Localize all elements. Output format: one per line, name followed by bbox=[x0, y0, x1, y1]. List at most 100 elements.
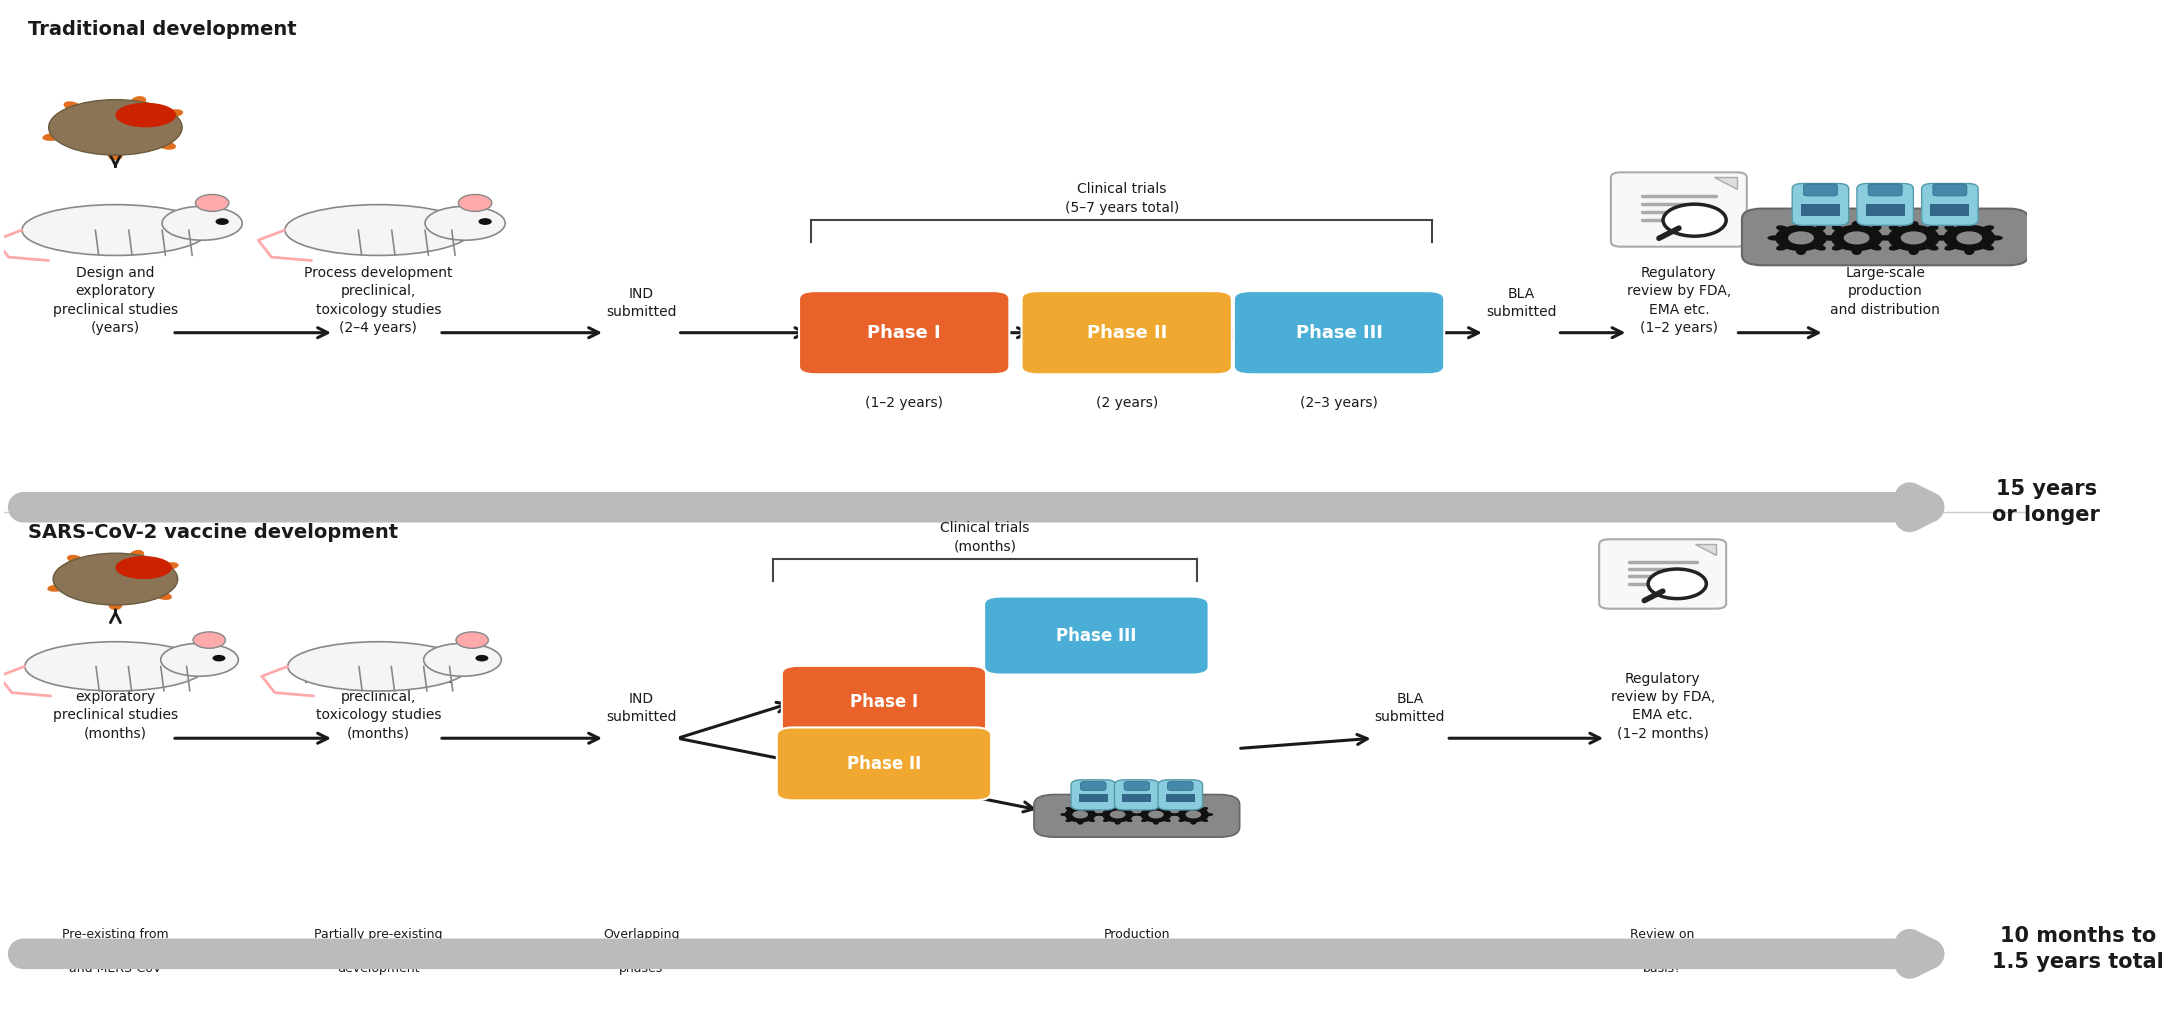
Polygon shape bbox=[1696, 544, 1715, 555]
Ellipse shape bbox=[1963, 247, 1974, 255]
Ellipse shape bbox=[1963, 220, 1974, 229]
Text: Phase III: Phase III bbox=[1057, 626, 1137, 645]
FancyBboxPatch shape bbox=[1022, 291, 1233, 375]
Ellipse shape bbox=[1124, 807, 1133, 810]
Ellipse shape bbox=[161, 644, 239, 676]
Ellipse shape bbox=[22, 205, 209, 256]
Ellipse shape bbox=[1813, 244, 1826, 250]
Ellipse shape bbox=[1102, 807, 1111, 810]
Ellipse shape bbox=[1178, 819, 1187, 822]
Circle shape bbox=[1844, 232, 1870, 244]
Ellipse shape bbox=[48, 99, 183, 155]
Ellipse shape bbox=[1200, 807, 1209, 810]
Text: Production
(at risk): Production (at risk) bbox=[1104, 928, 1170, 958]
Text: 10 months to
1.5 years total: 10 months to 1.5 years total bbox=[1991, 925, 2163, 972]
FancyBboxPatch shape bbox=[1857, 183, 1913, 226]
Ellipse shape bbox=[1087, 819, 1096, 822]
Ellipse shape bbox=[1191, 804, 1196, 808]
Ellipse shape bbox=[67, 555, 85, 564]
Text: Clinical trials
(months): Clinical trials (months) bbox=[941, 521, 1030, 554]
Ellipse shape bbox=[161, 562, 178, 570]
Circle shape bbox=[1900, 232, 1926, 244]
Ellipse shape bbox=[115, 556, 172, 580]
Ellipse shape bbox=[1852, 220, 1861, 229]
Ellipse shape bbox=[1098, 812, 1107, 816]
Ellipse shape bbox=[130, 96, 146, 107]
Text: Review on
a rolling
basis?: Review on a rolling basis? bbox=[1630, 928, 1696, 975]
Ellipse shape bbox=[1909, 220, 1920, 229]
Ellipse shape bbox=[1065, 807, 1074, 810]
Circle shape bbox=[478, 218, 491, 225]
Ellipse shape bbox=[1776, 226, 1789, 232]
FancyBboxPatch shape bbox=[1933, 184, 1967, 196]
Text: (1–2 years): (1–2 years) bbox=[865, 396, 944, 410]
FancyBboxPatch shape bbox=[985, 596, 1209, 675]
Text: Process development
preclinical,
toxicology studies
(2–4 years): Process development preclinical, toxicol… bbox=[304, 266, 452, 335]
Circle shape bbox=[1065, 806, 1096, 823]
Ellipse shape bbox=[1163, 807, 1172, 810]
Text: 15 years
or longer: 15 years or longer bbox=[1991, 479, 2100, 526]
Circle shape bbox=[1957, 232, 1983, 244]
FancyBboxPatch shape bbox=[1931, 204, 1970, 215]
Text: Phase I: Phase I bbox=[850, 693, 917, 711]
Ellipse shape bbox=[1944, 226, 1957, 232]
Ellipse shape bbox=[48, 584, 67, 592]
FancyBboxPatch shape bbox=[1080, 781, 1107, 791]
FancyBboxPatch shape bbox=[1115, 779, 1159, 810]
Text: Phase III: Phase III bbox=[1296, 324, 1383, 342]
Ellipse shape bbox=[1944, 244, 1957, 250]
Ellipse shape bbox=[1874, 235, 1891, 240]
Ellipse shape bbox=[196, 195, 228, 211]
Circle shape bbox=[1776, 225, 1826, 252]
Ellipse shape bbox=[1191, 821, 1196, 825]
Text: Phase II: Phase II bbox=[1087, 324, 1167, 342]
FancyBboxPatch shape bbox=[1035, 795, 1239, 837]
Ellipse shape bbox=[1115, 804, 1122, 808]
Ellipse shape bbox=[63, 101, 80, 111]
Ellipse shape bbox=[1200, 819, 1209, 822]
FancyBboxPatch shape bbox=[776, 728, 991, 800]
Text: IND
submitted: IND submitted bbox=[607, 287, 676, 319]
Ellipse shape bbox=[457, 632, 489, 648]
Ellipse shape bbox=[1881, 235, 1896, 240]
Circle shape bbox=[1944, 225, 1996, 252]
Text: Overlapping
clinical
phases: Overlapping clinical phases bbox=[602, 928, 680, 975]
FancyBboxPatch shape bbox=[783, 666, 987, 739]
Ellipse shape bbox=[1926, 244, 1939, 250]
Circle shape bbox=[1185, 810, 1202, 819]
Ellipse shape bbox=[1867, 226, 1881, 232]
FancyBboxPatch shape bbox=[1235, 291, 1444, 375]
Ellipse shape bbox=[1926, 226, 1939, 232]
Ellipse shape bbox=[154, 591, 172, 600]
Text: BLA
submitted: BLA submitted bbox=[1374, 692, 1446, 724]
Ellipse shape bbox=[157, 141, 176, 150]
Text: SARS-CoV-2 vaccine development: SARS-CoV-2 vaccine development bbox=[28, 523, 398, 541]
Text: Regulatory
review by FDA,
EMA etc.
(1–2 months): Regulatory review by FDA, EMA etc. (1–2 … bbox=[1611, 672, 1715, 741]
Circle shape bbox=[1072, 810, 1089, 819]
FancyBboxPatch shape bbox=[1159, 779, 1202, 810]
Ellipse shape bbox=[1889, 244, 1902, 250]
Ellipse shape bbox=[1820, 235, 1835, 240]
Ellipse shape bbox=[1933, 235, 1948, 240]
Ellipse shape bbox=[1078, 821, 1083, 825]
FancyBboxPatch shape bbox=[1122, 794, 1152, 802]
Ellipse shape bbox=[41, 132, 63, 141]
Ellipse shape bbox=[1981, 244, 1994, 250]
Text: BLA
submitted: BLA submitted bbox=[1485, 287, 1557, 319]
Circle shape bbox=[1787, 232, 1813, 244]
FancyBboxPatch shape bbox=[1791, 183, 1848, 226]
Ellipse shape bbox=[1987, 235, 2002, 240]
Text: Clinical trials
(5–7 years total): Clinical trials (5–7 years total) bbox=[1065, 182, 1178, 214]
Circle shape bbox=[1663, 204, 1726, 236]
Ellipse shape bbox=[1935, 235, 1950, 240]
Ellipse shape bbox=[1178, 807, 1187, 810]
Ellipse shape bbox=[1137, 812, 1146, 816]
Ellipse shape bbox=[1909, 247, 1920, 255]
Ellipse shape bbox=[1852, 247, 1861, 255]
Text: Large-scale
production
and distribution: Large-scale production and distribution bbox=[1831, 266, 1939, 317]
Text: Regulatory
review by FDA,
EMA etc.
(1–2 years): Regulatory review by FDA, EMA etc. (1–2 … bbox=[1626, 266, 1731, 335]
Text: Phase I: Phase I bbox=[867, 324, 941, 342]
FancyBboxPatch shape bbox=[1922, 183, 1978, 226]
Ellipse shape bbox=[1078, 804, 1083, 808]
FancyBboxPatch shape bbox=[1600, 539, 1726, 609]
